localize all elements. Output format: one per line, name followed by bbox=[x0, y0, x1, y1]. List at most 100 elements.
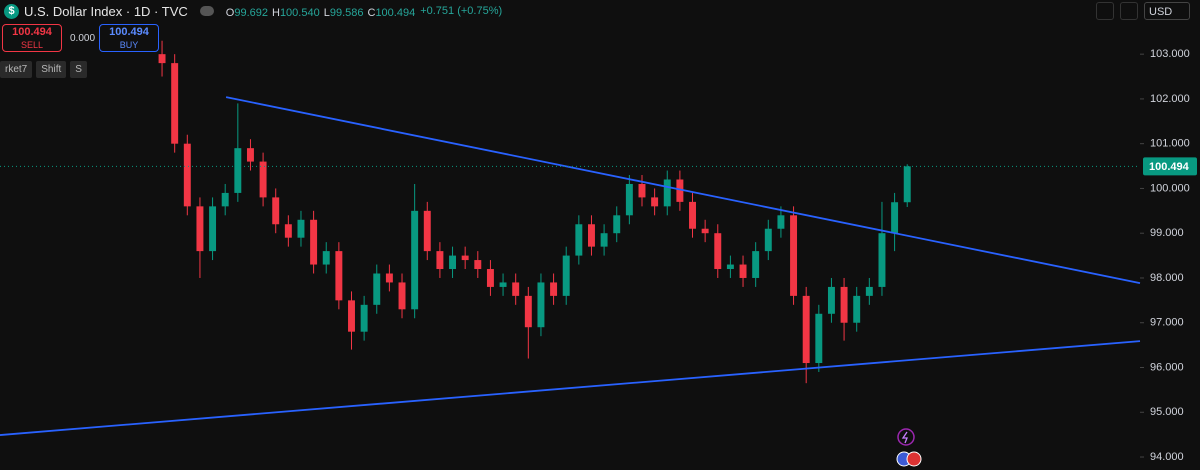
candle-body bbox=[878, 233, 886, 287]
ohlc-value: 99.692 bbox=[234, 6, 268, 19]
candle-body bbox=[474, 260, 482, 270]
event-icon[interactable] bbox=[897, 428, 915, 446]
candle-body bbox=[183, 143, 191, 207]
symbol-title[interactable]: U.S. Dollar Index · 1D · TVC bbox=[24, 3, 188, 19]
candle-body bbox=[752, 251, 760, 278]
candle-body bbox=[790, 215, 798, 296]
buy-price: 100.494 bbox=[109, 26, 149, 38]
y-tick-label: 101.000 bbox=[1150, 138, 1190, 150]
candle-body bbox=[499, 282, 507, 287]
candle-body bbox=[423, 210, 431, 252]
candle-body bbox=[398, 282, 406, 310]
candle-body bbox=[651, 197, 659, 207]
candle-body bbox=[486, 269, 494, 287]
event-bolt bbox=[901, 431, 908, 444]
toolbar: rket7 Shift S bbox=[0, 61, 87, 78]
candle-body bbox=[891, 202, 899, 234]
sell-button[interactable]: 100.494 SELL bbox=[2, 24, 62, 52]
candle-body bbox=[221, 192, 229, 207]
toolbar-button[interactable]: Shift bbox=[36, 61, 67, 78]
flag-icon[interactable] bbox=[906, 451, 922, 467]
last-price-tag bbox=[1143, 157, 1197, 176]
candle-body bbox=[575, 224, 583, 256]
scroll-button[interactable] bbox=[1096, 2, 1114, 20]
candle-body bbox=[436, 251, 444, 270]
candle-body bbox=[777, 215, 785, 229]
reset-button[interactable] bbox=[1120, 2, 1138, 20]
ohlc-key: C bbox=[367, 6, 376, 19]
candle-body bbox=[840, 286, 848, 323]
symbol-icon: $ bbox=[4, 3, 19, 19]
candle-body bbox=[196, 206, 204, 252]
candle-body bbox=[903, 166, 911, 203]
candle-body bbox=[613, 215, 621, 234]
currency-select[interactable]: USD bbox=[1144, 2, 1190, 20]
header: $ U.S. Dollar Index · 1D · TVC O99.692 H1… bbox=[4, 2, 502, 20]
y-tick-label: 96.000 bbox=[1150, 361, 1184, 373]
candle-body bbox=[272, 197, 280, 225]
candle-body bbox=[449, 255, 457, 270]
toolbar-button[interactable]: rket7 bbox=[0, 61, 33, 78]
candle-body bbox=[385, 273, 393, 283]
candle-body bbox=[827, 286, 835, 314]
candle-body bbox=[259, 161, 267, 198]
candle-body bbox=[209, 206, 217, 252]
ohlc: O99.692 H100.540 L99.586 C100.494 bbox=[222, 4, 415, 19]
y-tick-label: 97.000 bbox=[1150, 317, 1184, 329]
candle-body bbox=[562, 255, 570, 296]
candle-body bbox=[600, 233, 608, 247]
candle-body bbox=[158, 54, 166, 64]
candle-body bbox=[297, 219, 305, 238]
buy-button[interactable]: 100.494 BUY bbox=[99, 24, 159, 52]
candle-body bbox=[360, 304, 368, 332]
candle-body bbox=[714, 233, 722, 270]
toolbar-button[interactable]: S bbox=[70, 61, 87, 78]
candle-body bbox=[689, 201, 696, 229]
candle-body bbox=[865, 286, 873, 296]
candle-body bbox=[284, 224, 292, 238]
y-tick-label: 98.000 bbox=[1150, 272, 1184, 284]
trend-line bbox=[0, 340, 1141, 436]
y-tick-label: 100.000 bbox=[1150, 182, 1190, 194]
ohlc-value: 100.540 bbox=[279, 6, 320, 19]
candle-body bbox=[246, 148, 254, 162]
candle-body bbox=[587, 224, 595, 247]
candle-body bbox=[322, 251, 330, 265]
candle-body bbox=[764, 228, 772, 252]
candle-body bbox=[348, 300, 355, 332]
candle-body bbox=[802, 295, 810, 364]
candle-body bbox=[625, 183, 633, 216]
candle-body bbox=[853, 295, 861, 323]
candle-body bbox=[537, 282, 545, 328]
ohlc-value: 99.586 bbox=[329, 6, 364, 19]
y-tick-label: 94.000 bbox=[1150, 451, 1184, 463]
sell-label: SELL bbox=[20, 40, 44, 50]
y-tick-label: 102.000 bbox=[1150, 93, 1190, 105]
spread: 0.000 bbox=[70, 33, 96, 44]
trend-line bbox=[225, 96, 1141, 284]
candle-body bbox=[512, 282, 520, 296]
candle-body bbox=[310, 219, 318, 265]
candle-body bbox=[411, 210, 419, 310]
candle-body bbox=[676, 179, 684, 202]
ohlc-value: 100.494 bbox=[375, 6, 416, 19]
candle-body bbox=[171, 63, 179, 144]
plot-area bbox=[0, 40, 1141, 436]
candle-body bbox=[524, 295, 532, 328]
candle-body bbox=[739, 264, 747, 278]
ohlc-key: H bbox=[271, 6, 280, 19]
candle-body bbox=[726, 264, 734, 270]
visibility-toggle[interactable] bbox=[199, 6, 214, 16]
candle-body bbox=[701, 228, 709, 234]
change: +0.751 (+0.75%) bbox=[420, 5, 503, 17]
last-price-label: 100.494 bbox=[1149, 161, 1190, 173]
candle-body bbox=[373, 273, 381, 305]
candle-body bbox=[638, 183, 646, 198]
candle-body bbox=[550, 282, 558, 296]
y-tick-label: 95.000 bbox=[1150, 406, 1184, 418]
ohlc-key: L bbox=[323, 6, 330, 19]
sell-price: 100.494 bbox=[12, 26, 52, 38]
ohlc-key: O bbox=[225, 6, 235, 19]
